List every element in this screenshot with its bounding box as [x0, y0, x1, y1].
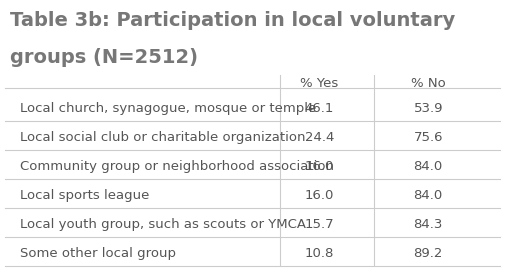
Text: 84.0: 84.0 — [414, 160, 443, 173]
Text: 89.2: 89.2 — [414, 247, 443, 260]
Text: Some other local group: Some other local group — [20, 247, 176, 260]
Text: Local youth group, such as scouts or YMCA: Local youth group, such as scouts or YMC… — [20, 218, 306, 231]
Text: groups (N=2512): groups (N=2512) — [10, 48, 198, 66]
Text: 16.0: 16.0 — [305, 160, 334, 173]
Text: 16.0: 16.0 — [305, 189, 334, 202]
Text: Local church, synagogue, mosque or temple: Local church, synagogue, mosque or templ… — [20, 102, 316, 115]
Text: % Yes: % Yes — [300, 77, 338, 90]
Text: Local sports league: Local sports league — [20, 189, 149, 202]
Text: 53.9: 53.9 — [414, 102, 443, 115]
Text: % No: % No — [411, 77, 445, 90]
Text: Local social club or charitable organization: Local social club or charitable organiza… — [20, 131, 306, 144]
Text: 24.4: 24.4 — [305, 131, 334, 144]
Text: 46.1: 46.1 — [305, 102, 334, 115]
Text: 10.8: 10.8 — [305, 247, 334, 260]
Text: Community group or neighborhood association: Community group or neighborhood associat… — [20, 160, 334, 173]
Text: 84.3: 84.3 — [414, 218, 443, 231]
Text: Table 3b: Participation in local voluntary: Table 3b: Participation in local volunta… — [10, 11, 455, 30]
Text: 84.0: 84.0 — [414, 189, 443, 202]
Text: 75.6: 75.6 — [414, 131, 443, 144]
Text: 15.7: 15.7 — [305, 218, 334, 231]
